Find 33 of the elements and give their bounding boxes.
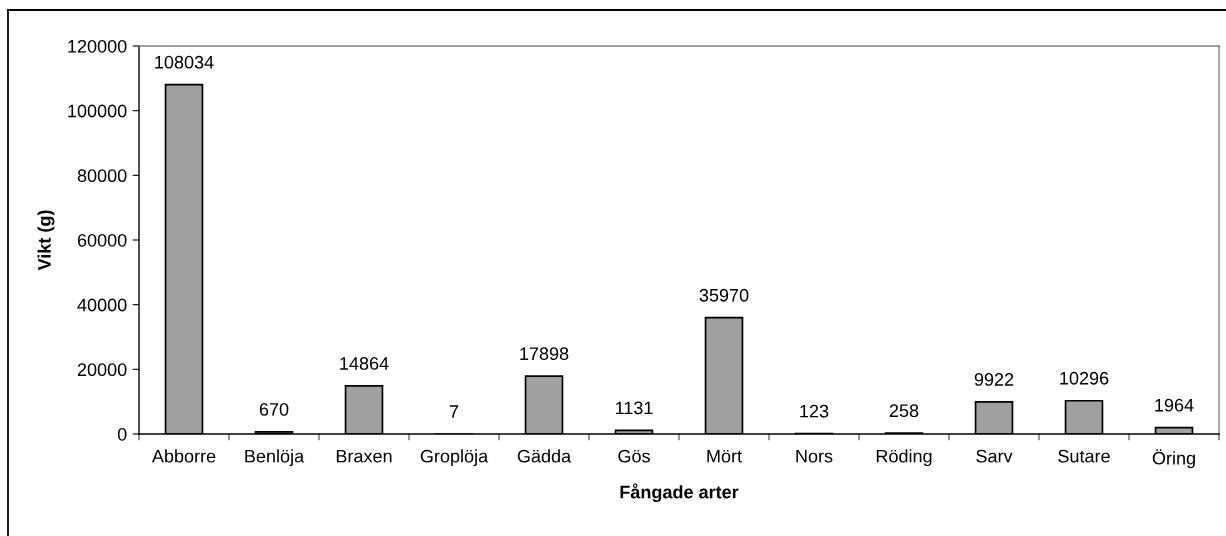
y-tick-label: 0 — [117, 427, 127, 441]
y-tick-label: 100000 — [68, 104, 127, 118]
data-label: 10296 — [1060, 371, 1109, 385]
y-tick-label: 40000 — [77, 298, 127, 312]
x-tick-label: Braxen — [336, 449, 392, 463]
data-label: 123 — [800, 404, 829, 418]
data-label: 9922 — [974, 373, 1014, 386]
x-tick-label: Sutare — [1058, 449, 1110, 463]
x-tick-label: Abborre — [151, 449, 216, 463]
data-label: 1131 — [615, 401, 653, 415]
x-tick-label: Röding — [876, 449, 932, 467]
y-tick-label: 80000 — [77, 169, 127, 183]
y-tick-label: 120000 — [68, 39, 127, 53]
data-label: 258 — [889, 404, 919, 418]
x-tick-label: Öring — [1152, 449, 1195, 469]
data-label: 17898 — [520, 347, 569, 361]
data-label: 108034 — [155, 55, 214, 69]
x-tick-label: Benlöja — [245, 449, 305, 467]
data-label: 35970 — [699, 288, 749, 302]
data-label: 670 — [259, 402, 289, 416]
x-tick-label: Nors — [796, 449, 833, 463]
x-axis-title: Fångade arter — [620, 483, 739, 503]
x-tick-label: Sarv — [976, 449, 1013, 463]
data-label: 14864 — [340, 357, 389, 370]
x-tick-label: Groplöja — [420, 449, 489, 467]
y-axis-title: Vikt (g) — [37, 210, 55, 271]
x-tick-label: Mört — [707, 449, 742, 463]
x-tick-label: Gädda — [517, 449, 572, 463]
data-label: 1964 — [1155, 398, 1194, 412]
y-tick-label: 20000 — [77, 363, 127, 377]
y-tick-label: 60000 — [77, 233, 127, 247]
x-tick-label: Gös — [618, 449, 650, 463]
data-label: 7 — [449, 405, 459, 418]
